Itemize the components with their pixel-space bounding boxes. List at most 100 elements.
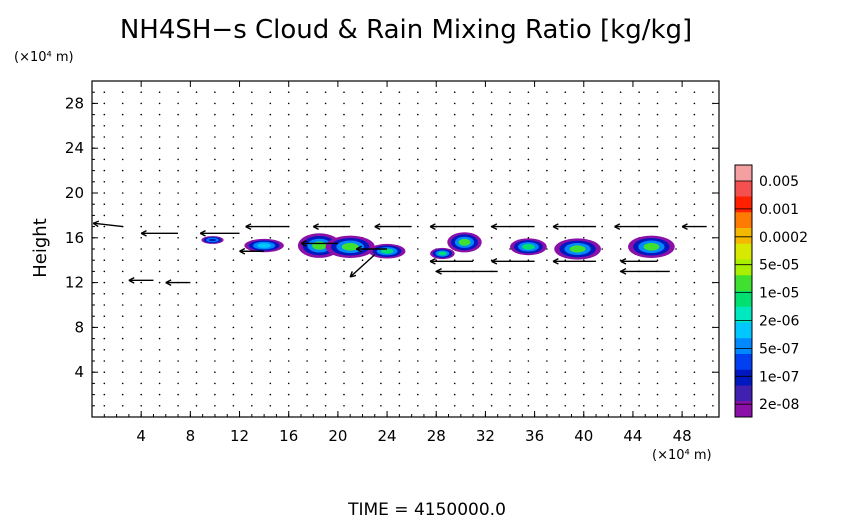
grid-dot: [712, 125, 714, 127]
grid-dot: [324, 192, 327, 194]
grid-dot: [546, 393, 548, 396]
x-tick-label: 4: [136, 427, 146, 445]
grid-dot: [490, 136, 493, 138]
grid-dot: [232, 158, 235, 161]
grid-dot: [675, 393, 677, 396]
grid-dot: [343, 158, 345, 161]
grid-dot: [509, 349, 511, 351]
grid-dot: [712, 337, 714, 340]
grid-dot: [656, 169, 659, 172]
grid-dot: [158, 360, 161, 362]
y-tick-label: 8: [74, 318, 84, 336]
grid-dot: [601, 136, 603, 138]
grid-dot: [324, 304, 327, 306]
grid-dot: [140, 102, 142, 105]
grid-dot: [693, 326, 696, 329]
colorbar-swatch: [735, 180, 752, 197]
grid-dot: [140, 304, 142, 306]
grid-dot: [564, 102, 567, 105]
grid-dot: [287, 337, 290, 340]
grid-dot: [527, 393, 530, 396]
grid-dot: [638, 382, 640, 385]
grid-dot: [121, 214, 124, 217]
grid-dot: [195, 136, 198, 138]
grid-dot: [287, 315, 290, 318]
wind-vector-head: [491, 223, 498, 230]
grid-dot: [693, 270, 696, 273]
grid-dot: [121, 326, 124, 329]
grid-dot: [287, 125, 290, 127]
grid-dot: [251, 360, 253, 362]
grid-dot: [140, 349, 142, 351]
grid-dot: [287, 326, 290, 329]
grid-dot: [472, 293, 474, 295]
grid-dot: [103, 371, 106, 374]
grid-dot: [453, 136, 456, 138]
wind-vector-head: [620, 268, 627, 275]
grid-dot: [361, 349, 364, 351]
grid-dot: [380, 125, 382, 127]
grid-dot: [269, 158, 272, 161]
grid-dot: [417, 337, 419, 340]
grid-dot: [324, 113, 327, 116]
grid-dot: [712, 136, 714, 138]
grid-dot: [361, 315, 364, 318]
grid-dot: [398, 360, 401, 362]
grid-dot: [232, 259, 235, 262]
grid-dot: [490, 91, 493, 93]
grid-dot: [453, 360, 456, 362]
grid-dot: [306, 169, 308, 172]
grid-dot: [619, 371, 622, 374]
grid-dot: [472, 337, 474, 340]
grid-dot: [601, 181, 603, 183]
grid-dot: [527, 293, 530, 295]
grid-dot: [583, 293, 585, 295]
grid-dot: [140, 147, 142, 149]
grid-dot: [509, 270, 511, 273]
grid-dot: [656, 136, 659, 138]
grid-dot: [195, 158, 198, 161]
wind-vector-head: [128, 277, 135, 284]
grid-dot: [103, 91, 106, 93]
grid-dot: [453, 158, 456, 161]
grid-dot: [509, 382, 511, 385]
grid-dot: [251, 102, 253, 105]
grid-dot: [306, 293, 308, 295]
grid-dot: [103, 360, 106, 362]
grid-dot: [232, 304, 235, 306]
grid-dot: [619, 405, 622, 407]
grid-dot: [675, 281, 677, 284]
grid-dot: [158, 125, 161, 127]
grid-dot: [638, 371, 640, 374]
grid-dot: [509, 293, 511, 295]
grid-dot: [306, 214, 308, 217]
grid-dot: [121, 102, 124, 105]
grid-dot: [601, 393, 603, 396]
grid-dot: [251, 203, 253, 205]
grid-dot: [214, 315, 216, 318]
colorbar-label: 1e-05: [759, 286, 799, 302]
grid-dot: [675, 405, 677, 407]
grid-dot: [417, 281, 419, 284]
grid-dot: [638, 91, 640, 93]
grid-dot: [287, 91, 290, 93]
grid-dot: [638, 113, 640, 116]
grid-dot: [361, 203, 364, 205]
grid-dot: [509, 113, 511, 116]
grid-dot: [140, 281, 142, 284]
grid-dot: [435, 293, 438, 295]
grid-dot: [269, 315, 272, 318]
grid-dot: [472, 349, 474, 351]
grid-dot: [564, 281, 567, 284]
grid-dot: [306, 304, 308, 306]
grid-dot: [564, 315, 567, 318]
grid-dot: [583, 91, 585, 93]
grid-dot: [158, 147, 161, 149]
grid-dot: [656, 337, 659, 340]
colorbar-swatch: [735, 354, 752, 371]
grid-dot: [693, 203, 696, 205]
grid-dot: [675, 91, 677, 93]
grid-dot: [214, 181, 216, 183]
grid-dot: [269, 349, 272, 351]
grid-dot: [103, 225, 106, 228]
